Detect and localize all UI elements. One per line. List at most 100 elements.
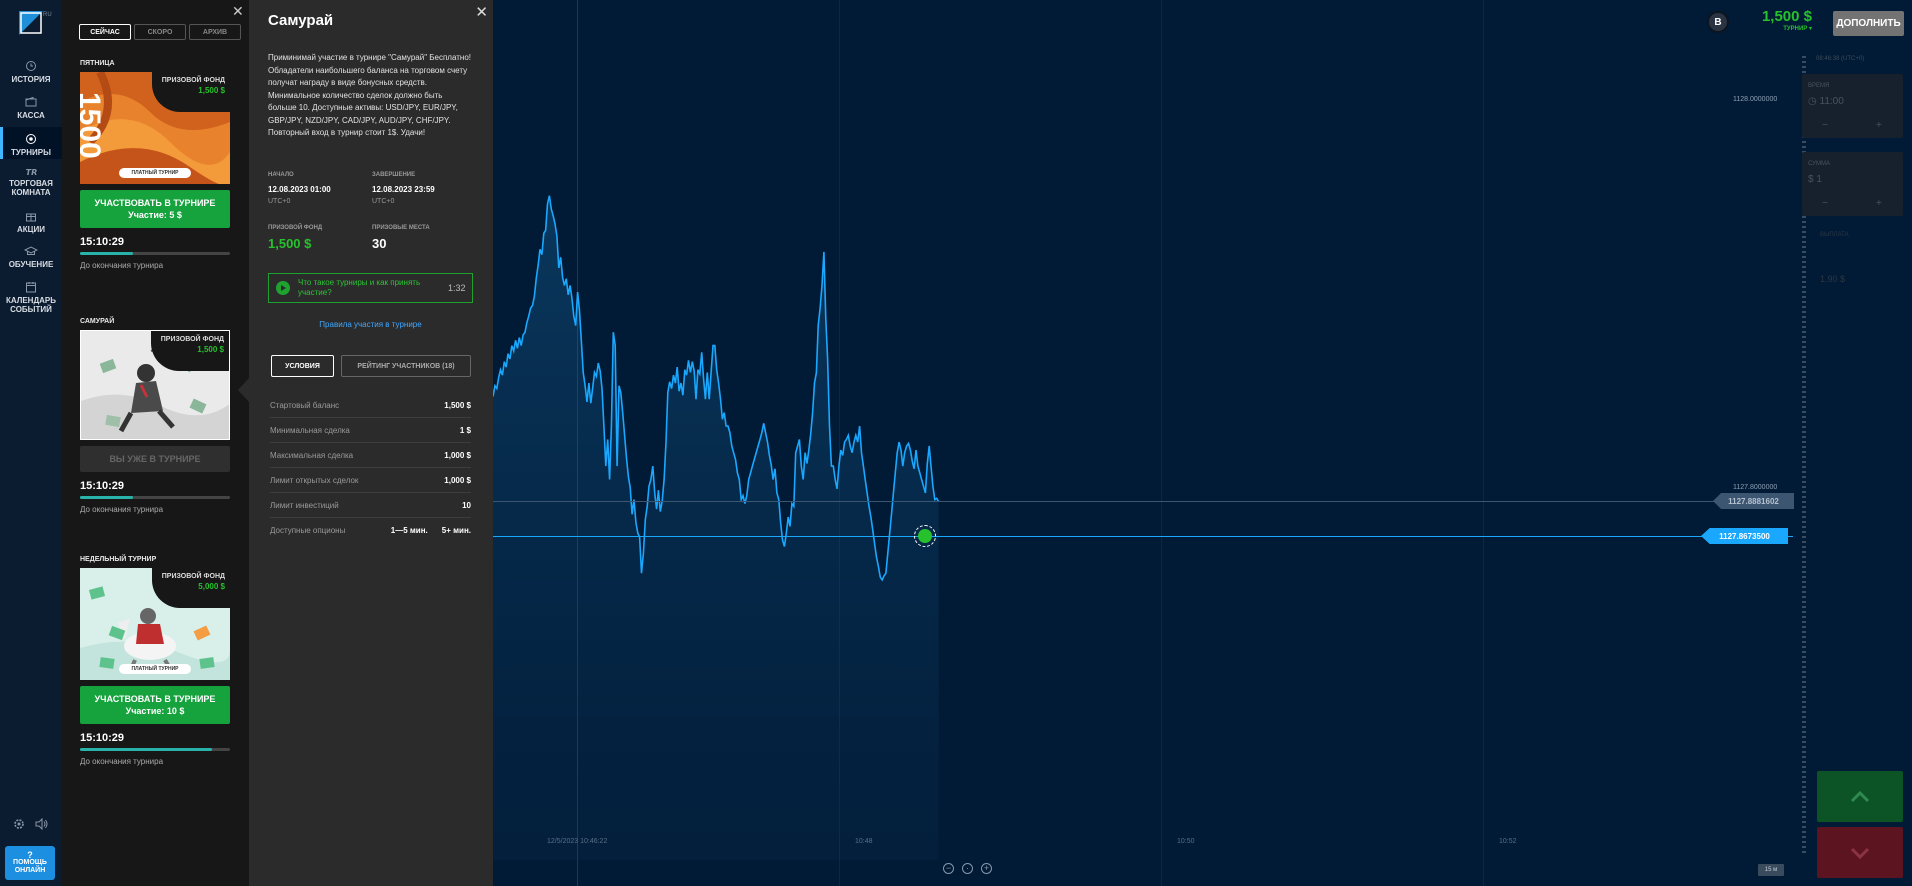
amount-plus-icon[interactable]: + [1876,198,1882,209]
trading-room-icon: TR [26,167,38,176]
end-datetime: 12.08.2023 23:59 [372,185,435,194]
tournament-image: 1500 ПРИЗОВОЙ ФОНД 1,500 $ ПЛАТНЫЙ ТУРНИ… [80,72,230,184]
amount-input-panel[interactable]: СУММА $ 1 − + [1802,152,1903,216]
condition-key: Стартовый баланс [270,400,340,410]
condition-key: Доступные опционы [270,526,346,535]
nav-calendar[interactable]: КАЛЕНДАРЬ СОБЫТИЙ [0,281,62,317]
tab-soon[interactable]: СКОРО [134,24,186,40]
join-tournament-button[interactable]: УЧАСТВОВАТЬ В ТУРНИРЕ Участие: 5 $ [80,190,230,228]
condition-values: 1—5 мин. 5+ мин. [391,526,471,535]
time-minus-icon[interactable]: − [1822,120,1828,131]
tournament-video-link[interactable]: Что такое турниры и как принять участие?… [268,273,473,303]
chart-area[interactable]: 1128.0000000 1127.8000000 1127.8881602 1… [493,0,1912,886]
start-label: НАЧАЛО [268,172,294,178]
prize-fund-value: 5,000 $ [198,582,225,591]
time-input-panel[interactable]: ВРЕМЯ ◷ 11:00 − + [1802,74,1903,138]
zoom-out-icon[interactable]: − [943,863,954,874]
gift-icon [26,213,36,222]
tab-conditions[interactable]: УСЛОВИЯ [271,355,334,377]
nav-education[interactable]: ОБУЧЕНИЕ [0,245,62,273]
amount-minus-icon[interactable]: − [1822,198,1828,209]
nav-education-label: ОБУЧЕНИЕ [8,260,54,269]
prize-fund-label: ПРИЗОВОЙ ФОНД [268,225,323,231]
payout-value: 1.90 $ [1820,274,1846,284]
condition-row: Стартовый баланс 1,500 $ [270,393,471,418]
chevron-down-icon [1850,847,1870,859]
nav-tournaments-label: ТУРНИРЫ [11,148,51,157]
prize-fund-value: 1,500 $ [197,345,224,354]
condition-value: 1,000 $ [444,450,471,460]
call-up-button[interactable] [1817,771,1903,822]
tournament-card-friday[interactable]: ПЯТНИЦА 1500 ПРИЗОВОЙ ФОНД 1,500 $ ПЛАТН… [80,60,230,270]
zoom-in-icon[interactable]: + [981,863,992,874]
prize-places-label: ПРИЗОВЫЕ МЕСТА [372,225,430,231]
condition-value: 1 $ [459,425,471,435]
join-tournament-button[interactable]: УЧАСТВОВАТЬ В ТУРНИРЕ Участие: 10 $ [80,686,230,724]
price-scale-bar[interactable] [1802,56,1806,856]
put-down-button[interactable] [1817,827,1903,878]
nav-history[interactable]: ИСТОРИЯ [0,60,62,90]
tournament-list-panel: ✕ СЕЙЧАС СКОРО АРХИВ ПЯТНИЦА 1500 ПРИЗОВ… [62,0,249,886]
nav-promotions[interactable]: АКЦИИ [0,210,62,238]
end-timezone: UTC+0 [372,198,395,205]
close-icon[interactable]: ✕ [475,4,488,21]
zoom-reset-icon[interactable]: · [962,863,973,874]
close-icon[interactable]: ✕ [232,3,244,19]
calendar-icon [26,282,36,293]
join-button-label: УЧАСТВОВАТЬ В ТУРНИРЕ [94,198,216,208]
payout-label: ВЫПЛАТА [1820,232,1849,238]
tournament-icon [26,134,36,144]
prize-fund-value: 1,500 $ [268,236,312,251]
tournament-description: Приминимай участие в турнире "Самурай" Б… [268,53,471,137]
help-online-button[interactable]: ? ПОМОЩЬ ОНЛАЙН [5,846,55,880]
video-duration: 1:32 [448,283,466,293]
topup-button[interactable]: ДОПОЛНИТЬ [1833,11,1904,36]
nav-tournaments[interactable]: ТУРНИРЫ [0,127,62,159]
price-label-top: 1128.0000000 [1733,96,1778,103]
tab-now[interactable]: СЕЙЧАС [79,24,131,40]
condition-key: Лимит открытых сделок [270,475,359,485]
tournament-card-samurai[interactable]: САМУРАЙ ПРИЗОВОЙ ФОНД 1,5 [80,318,230,514]
time-label: ВРЕМЯ [1808,83,1830,89]
join-button-fee: Участие: 5 $ [128,210,182,220]
price-chart [493,195,940,860]
tab-rating[interactable]: РЕЙТИНГ УЧАСТНИКОВ (18) [341,355,471,377]
condition-value-2: 5+ мин. [441,526,471,535]
sound-icon[interactable] [35,818,48,830]
left-nav: RU ИСТОРИЯ КАССА ТУРНИРЫ TR ТОРГОВАЯ КОМ… [0,0,62,886]
logo[interactable] [18,10,44,36]
tournament-timer: 15:10:29 [80,732,125,744]
start-value: 12.08.2023 01:00 UTC+0 [268,184,331,207]
condition-row: Максимальная сделка 1,000 $ [270,443,471,468]
nav-promotions-label: АКЦИИ [16,225,45,234]
tab-archive[interactable]: АРХИВ [189,24,241,40]
nav-history-label: ИСТОРИЯ [11,75,51,84]
time-progress-bar [80,496,230,499]
prize-places-value: 30 [372,236,387,251]
history-icon [26,61,36,71]
nav-trading-room[interactable]: TR ТОРГОВАЯ КОМНАТА [0,167,62,197]
time-plus-icon[interactable]: + [1876,120,1882,131]
balance-display[interactable]: 1,500 $ ТУРНИР ▾ [1762,8,1812,32]
time-progress-fill [80,496,133,499]
condition-row: Лимит открытых сделок 1,000 $ [270,468,471,493]
tournament-card-weekly[interactable]: НЕДЕЛЬНЫЙ ТУРНИР ПРИЗОВО [80,556,230,766]
tournament-detail-title: Самурай [268,12,334,29]
settings-icon[interactable] [13,818,25,830]
account-type-label: ТУРНИР [1783,26,1808,32]
prev-price-tag: 1127.8881602 [1713,493,1794,509]
nav-cashier[interactable]: КАССА [0,96,62,126]
tournament-title: ПЯТНИЦА [80,60,115,67]
tournament-detail-panel: ✕ Самурай Приминимай участие в турнире "… [249,0,493,886]
help-label: ПОМОЩЬ ОНЛАЙН [13,859,47,874]
time-progress-bar [80,748,230,751]
timeframe-badge[interactable]: 15 м [1758,864,1784,876]
condition-value: 10 [462,500,471,510]
prize-fund-label: ПРИЗОВОЙ ФОНД [160,336,224,343]
rules-link[interactable]: Правила участия в турнире [319,320,422,329]
current-price-line [493,536,1793,537]
account-avatar[interactable]: B [1707,11,1729,33]
time-progress-fill [80,748,212,751]
time-value: ◷ 11:00 [1808,96,1844,107]
